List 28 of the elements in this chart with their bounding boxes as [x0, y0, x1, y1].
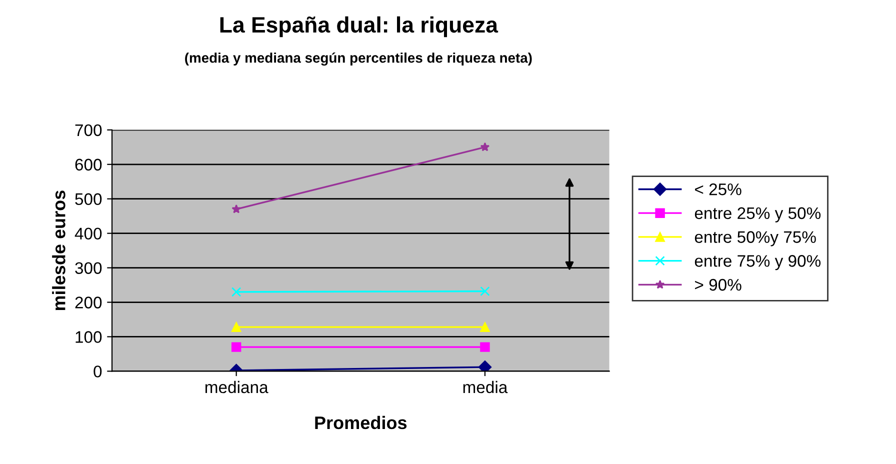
legend-label: entre 75% y 90%: [694, 255, 821, 270]
point: [478, 360, 492, 372]
point: [480, 322, 490, 332]
point: [231, 287, 242, 297]
y-tick-label: 300: [75, 262, 102, 274]
point: [480, 142, 490, 152]
legend-label: > 90%: [695, 278, 742, 291]
chart-title: La España dual: la riqueza: [220, 16, 498, 38]
point: [231, 342, 242, 352]
point: [480, 286, 490, 296]
x-tick-label: mediana: [205, 380, 268, 394]
y-tick-label: 600: [75, 158, 102, 171]
y-tick-label: 500: [75, 193, 102, 206]
y-tick-label: 100: [76, 331, 102, 343]
x-axis-title: Promedios: [315, 416, 407, 430]
point: [480, 342, 490, 352]
legend-label: entre 50%y 75%: [694, 231, 816, 246]
y-axis-title: milesde euros: [52, 190, 66, 310]
y-tick-label: 400: [74, 228, 102, 240]
chart-subtitle: (media y mediana según percentiles de riqueza neta): [185, 52, 532, 66]
point: [231, 322, 242, 332]
point: [232, 204, 241, 214]
y-tick-label: 700: [75, 124, 102, 136]
y-tick-label: 0: [94, 366, 102, 378]
y-tick-label: 200: [75, 296, 102, 308]
legend-label: entre 25% y 50%: [694, 207, 821, 222]
x-tick-label: media: [463, 380, 508, 394]
legend-label: < 25%: [695, 183, 742, 196]
